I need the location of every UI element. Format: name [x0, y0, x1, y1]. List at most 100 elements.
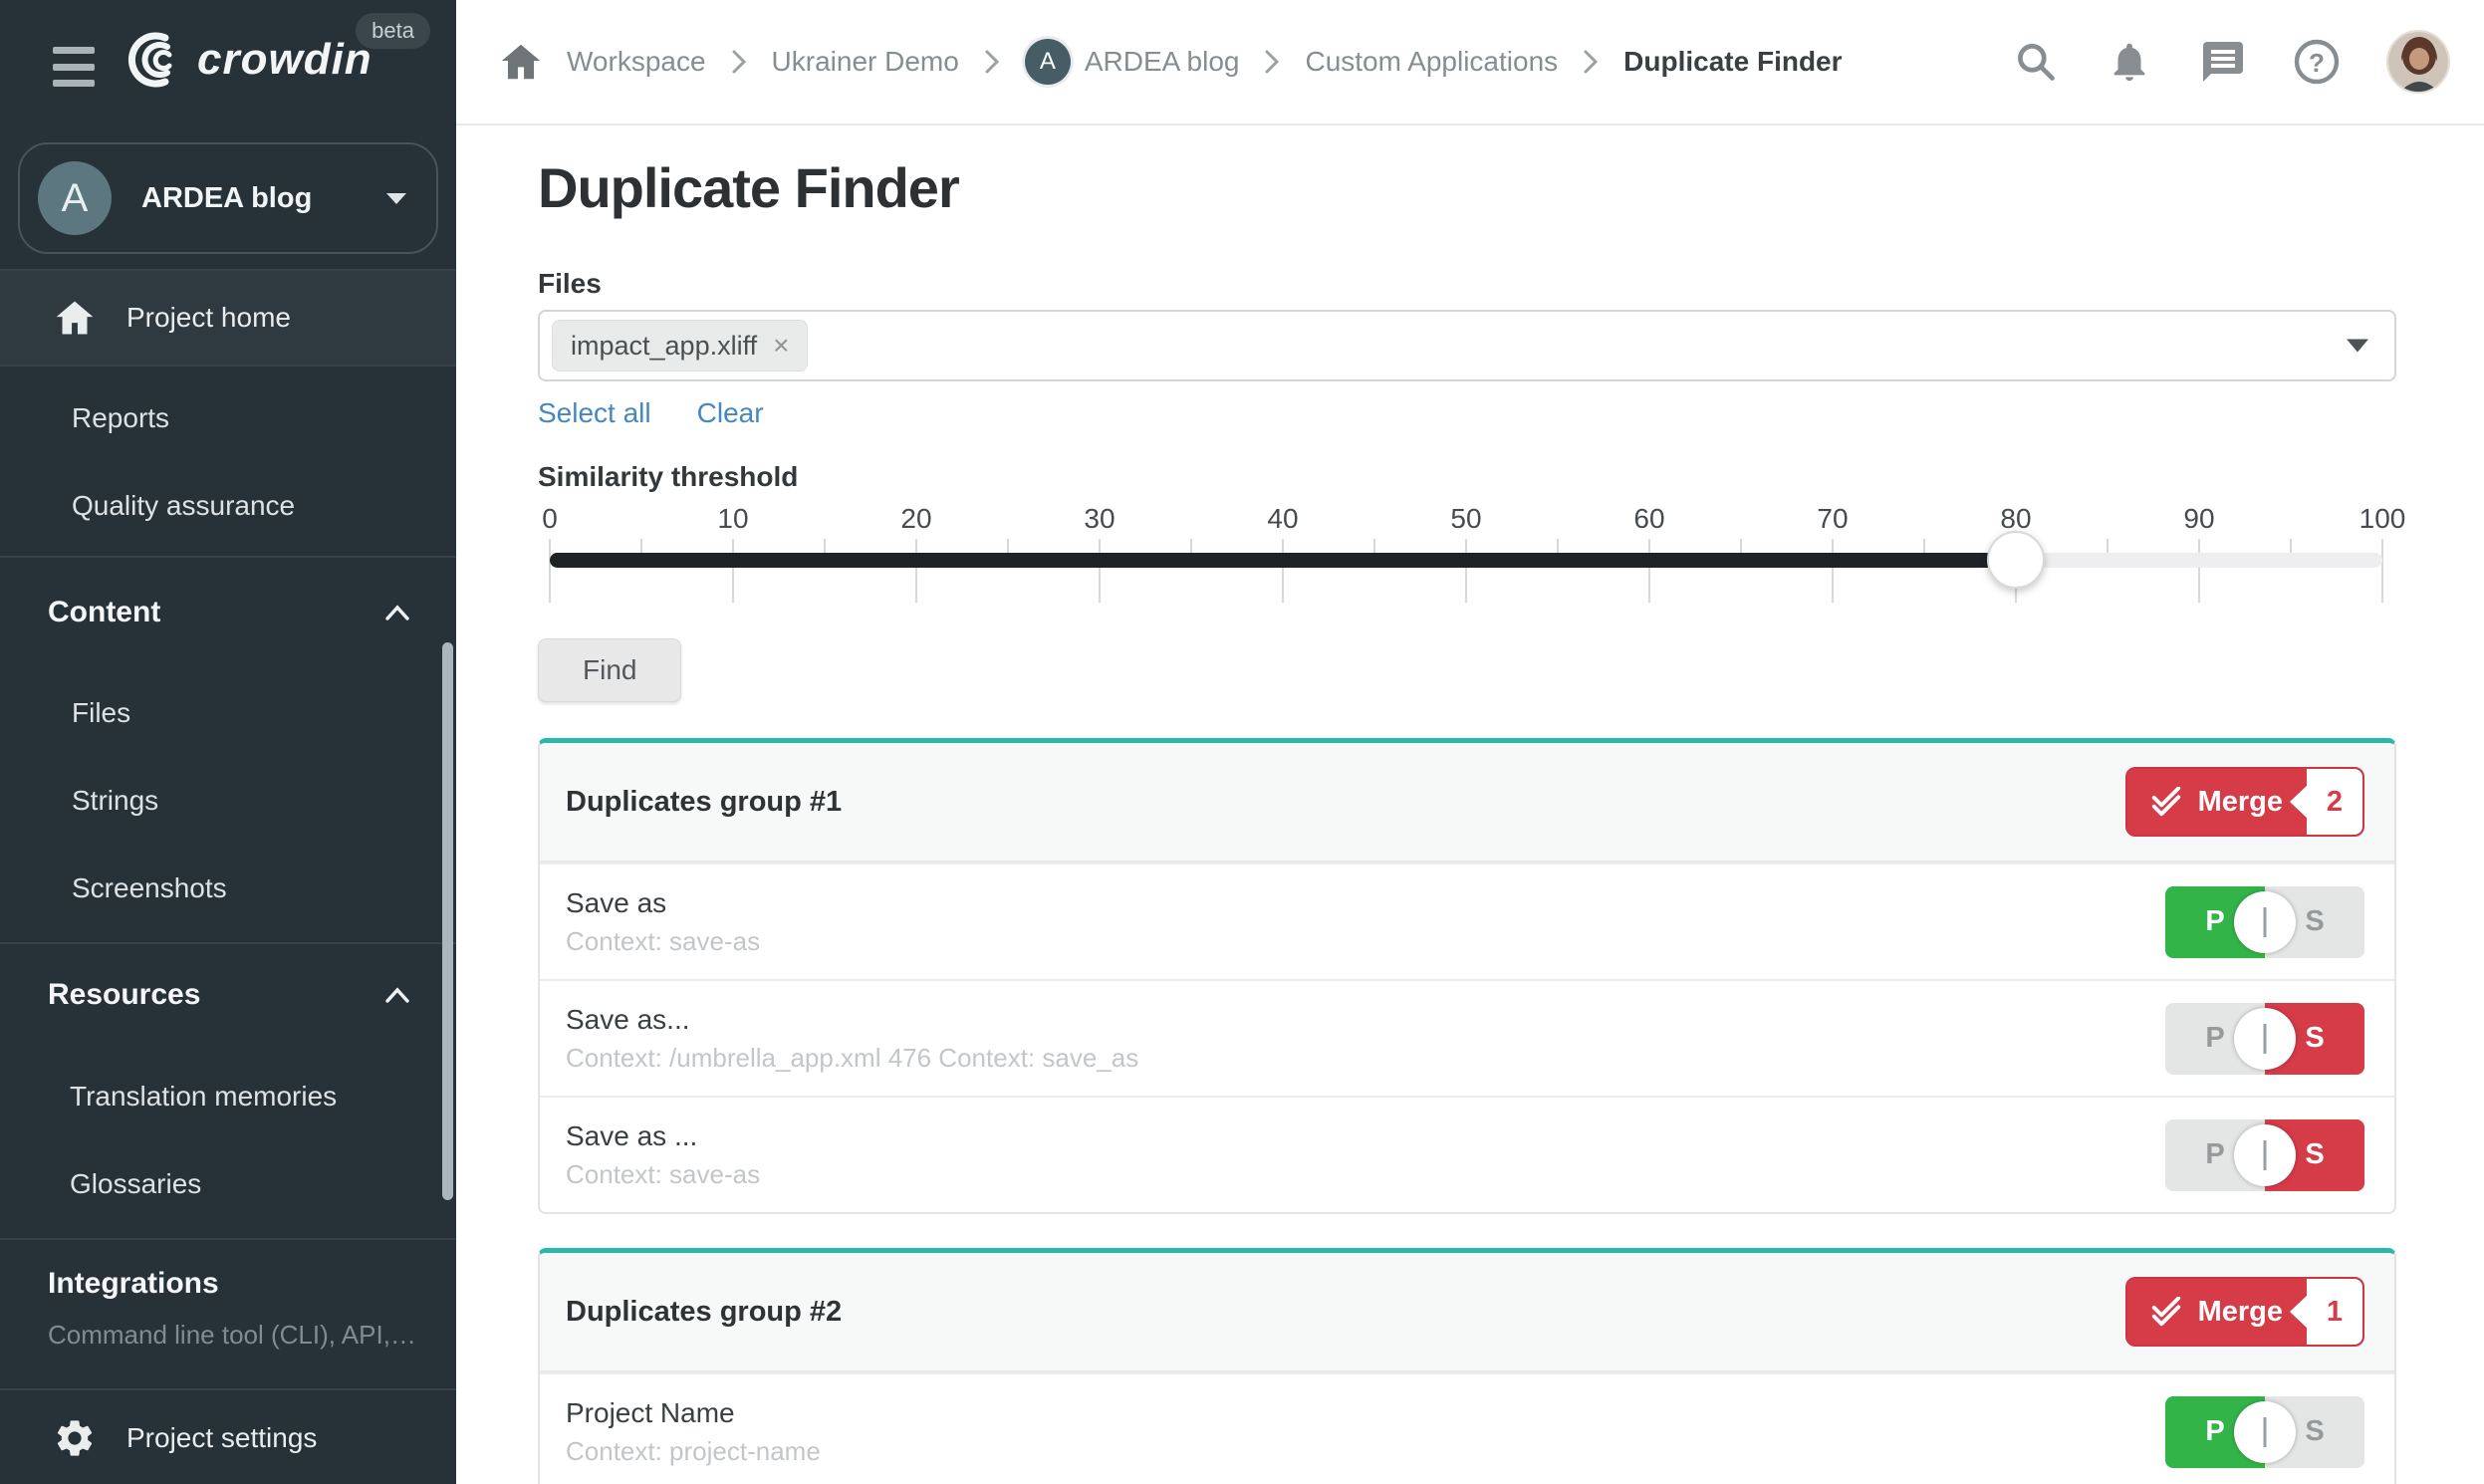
topbar: Workspace Ukrainer Demo A ARDEA blog Cus… — [456, 0, 2484, 125]
sidebar-item-translation-memories[interactable]: Translation memories — [0, 1053, 456, 1140]
sidebar-item-files[interactable]: Files — [0, 669, 456, 757]
user-avatar[interactable] — [2386, 30, 2450, 94]
breadcrumb-item-ardea-blog[interactable]: A ARDEA blog — [1024, 39, 1240, 85]
sidebar-section-integrations[interactable]: Integrations — [0, 1253, 456, 1315]
string-context: Context: project-name — [566, 1435, 821, 1466]
gear-icon — [57, 1419, 93, 1456]
hamburger-menu-icon[interactable] — [53, 47, 95, 87]
search-icon[interactable] — [2012, 38, 2060, 86]
string-context: Context: /umbrella_app.xml 476 Context: … — [566, 1042, 1139, 1073]
string-context: Context: save-as — [566, 1158, 761, 1189]
sidebar-item-project-home[interactable]: Project home — [0, 271, 456, 365]
toggle-knob[interactable] — [2234, 890, 2296, 953]
sidebar-item-strings[interactable]: Strings — [0, 757, 456, 845]
project-avatar: A — [1024, 39, 1071, 85]
sidebar-item-project-settings[interactable]: Project settings — [0, 1391, 456, 1484]
breadcrumb-item-label: ARDEA blog — [1084, 46, 1240, 77]
sidebar-section-content[interactable]: Content — [0, 580, 456, 645]
breadcrumb-item-custom-applications[interactable]: Custom Applications — [1305, 46, 1559, 77]
breadcrumb-item-ukrainer-demo[interactable]: Ukrainer Demo — [771, 46, 959, 77]
file-chip[interactable]: impact_app.xliff × — [552, 320, 809, 371]
slider-tick — [549, 539, 551, 603]
sidebar-section-resources[interactable]: Resources — [0, 962, 456, 1028]
crowdin-logo[interactable]: crowdin — [122, 32, 373, 88]
slider-tick-label: 40 — [1267, 503, 1299, 534]
merge-button-label: Merge — [2197, 1295, 2283, 1328]
slider-tick — [1190, 539, 1192, 561]
merge-button-label: Merge — [2197, 785, 2283, 818]
sidebar-item-label: Project settings — [126, 1421, 318, 1453]
string-title: Project Name — [566, 1396, 735, 1428]
slider-tick — [2107, 539, 2109, 561]
sidebar-scrollbar[interactable] — [442, 642, 453, 1200]
slider-fill — [550, 553, 2016, 568]
slider-tick — [1557, 539, 1559, 561]
sidebar-section-label: Content — [48, 596, 161, 628]
slider-tick-label: 90 — [2183, 503, 2215, 534]
toggle-knob[interactable] — [2234, 1007, 2296, 1070]
find-button[interactable]: Find — [538, 638, 682, 702]
help-icon[interactable]: ? — [2293, 38, 2341, 86]
string-context: Context: save-as — [566, 925, 761, 956]
slider-tick — [824, 539, 826, 561]
primary-secondary-toggle[interactable]: P S — [2165, 885, 2364, 958]
sidebar-item-screenshots[interactable]: Screenshots — [0, 845, 456, 932]
select-all-link[interactable]: Select all — [538, 397, 651, 428]
string-title: Save as... — [566, 1003, 690, 1035]
sidebar-divider — [0, 365, 456, 367]
project-name: ARDEA blog — [141, 181, 313, 214]
primary-secondary-toggle[interactable]: P S — [2165, 1118, 2364, 1191]
primary-secondary-toggle[interactable]: P S — [2165, 1002, 2364, 1075]
sidebar-divider — [0, 269, 456, 271]
sidebar-item-label: Quality assurance — [72, 490, 296, 521]
page-title: Duplicate Finder — [538, 156, 960, 219]
slider-handle[interactable] — [1987, 531, 2045, 589]
breadcrumb-item-duplicate-finder: Duplicate Finder — [1623, 46, 1843, 77]
sidebar-item-quality-assurance[interactable]: Quality assurance — [0, 462, 456, 550]
duplicate-row: Save as Context: save-as P S — [540, 863, 2394, 979]
slider-tick-label: 50 — [1450, 503, 1482, 534]
file-chip-label: impact_app.xliff — [571, 330, 758, 361]
home-icon — [56, 301, 94, 335]
slider-tick — [1465, 539, 1467, 603]
slider-tick-label: 80 — [2000, 503, 2032, 534]
merge-count-badge: 2 — [2307, 769, 2362, 835]
crowdin-logo-text: crowdin — [197, 35, 373, 84]
sidebar-divider — [0, 1238, 456, 1240]
files-multiselect[interactable]: impact_app.xliff × — [538, 310, 2396, 381]
similarity-slider[interactable]: 0 10 20 30 40 50 60 70 80 90 100 — [542, 503, 2405, 609]
sidebar-item-glossaries[interactable]: Glossaries — [0, 1140, 456, 1228]
project-avatar: A — [38, 161, 112, 235]
slider-tick — [1373, 539, 1375, 561]
primary-secondary-toggle[interactable]: P S — [2165, 1395, 2364, 1468]
sidebar-item-reports[interactable]: Reports — [0, 374, 456, 462]
svg-text:?: ? — [2309, 48, 2325, 78]
group-header: Duplicates group #2 Merge 1 — [540, 1253, 2394, 1372]
slider-tick-label: 70 — [1817, 503, 1849, 534]
breadcrumb-item-workspace[interactable]: Workspace — [567, 46, 706, 77]
notifications-bell-icon[interactable] — [2106, 38, 2153, 86]
chip-remove-icon[interactable]: × — [773, 330, 790, 361]
slider-tick — [1099, 539, 1101, 603]
home-icon[interactable] — [498, 39, 544, 85]
sidebar-item-label: Strings — [72, 785, 159, 816]
slider-tick-label: 60 — [1633, 503, 1665, 534]
merge-button[interactable]: Merge 2 — [2124, 767, 2364, 837]
slider-tick — [1282, 539, 1284, 603]
project-selector[interactable]: A ARDEA blog — [18, 142, 438, 254]
toggle-knob[interactable] — [2234, 1400, 2296, 1463]
files-label: Files — [538, 268, 602, 299]
slider-tick-label: 30 — [1084, 503, 1116, 534]
merge-count-badge: 1 — [2307, 1279, 2362, 1345]
breadcrumb: Workspace Ukrainer Demo A ARDEA blog Cus… — [498, 39, 1843, 85]
main-content: Duplicate Finder Files impact_app.xliff … — [456, 127, 2484, 1484]
messages-chat-icon[interactable] — [2199, 38, 2247, 86]
slider-tick — [732, 539, 734, 603]
slider-tick — [1648, 539, 1650, 603]
slider-tick — [1832, 539, 1834, 603]
merge-button[interactable]: Merge 1 — [2124, 1277, 2364, 1347]
clear-link[interactable]: Clear — [696, 397, 764, 428]
chevron-right-icon — [732, 50, 746, 74]
toggle-knob[interactable] — [2234, 1123, 2296, 1186]
